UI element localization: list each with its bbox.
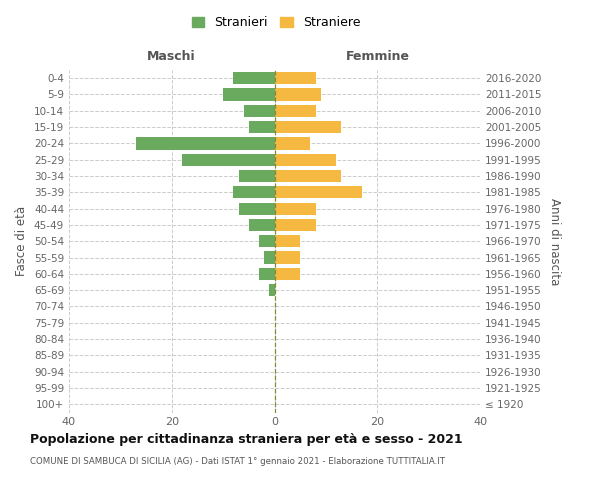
Bar	[239, 170, 275, 182]
Bar	[259, 268, 275, 280]
Text: Popolazione per cittadinanza straniera per età e sesso - 2021: Popolazione per cittadinanza straniera p…	[30, 432, 463, 446]
Bar	[233, 72, 275, 85]
Text: COMUNE DI SAMBUCA DI SICILIA (AG) - Dati ISTAT 1° gennaio 2021 - Elaborazione TU: COMUNE DI SAMBUCA DI SICILIA (AG) - Dati…	[30, 458, 445, 466]
Bar	[275, 235, 300, 248]
Bar	[275, 252, 300, 264]
Bar	[275, 72, 316, 85]
Bar	[275, 170, 341, 182]
Y-axis label: Anni di nascita: Anni di nascita	[548, 198, 561, 285]
Bar	[264, 252, 275, 264]
Bar	[275, 202, 316, 214]
Y-axis label: Fasce di età: Fasce di età	[16, 206, 28, 276]
Bar	[269, 284, 275, 296]
Bar	[275, 186, 362, 198]
Bar	[275, 121, 341, 133]
Bar	[275, 154, 336, 166]
Text: Femmine: Femmine	[346, 50, 409, 64]
Bar	[249, 219, 275, 231]
Text: Maschi: Maschi	[147, 50, 196, 64]
Legend: Stranieri, Straniere: Stranieri, Straniere	[189, 14, 363, 32]
Bar	[275, 268, 300, 280]
Bar	[233, 186, 275, 198]
Bar	[275, 104, 316, 117]
Bar	[249, 121, 275, 133]
Bar	[275, 88, 321, 101]
Bar	[244, 104, 275, 117]
Bar	[223, 88, 275, 101]
Bar	[275, 219, 316, 231]
Bar	[259, 235, 275, 248]
Bar	[239, 202, 275, 214]
Bar	[136, 138, 275, 149]
Bar	[275, 138, 310, 149]
Bar	[182, 154, 275, 166]
